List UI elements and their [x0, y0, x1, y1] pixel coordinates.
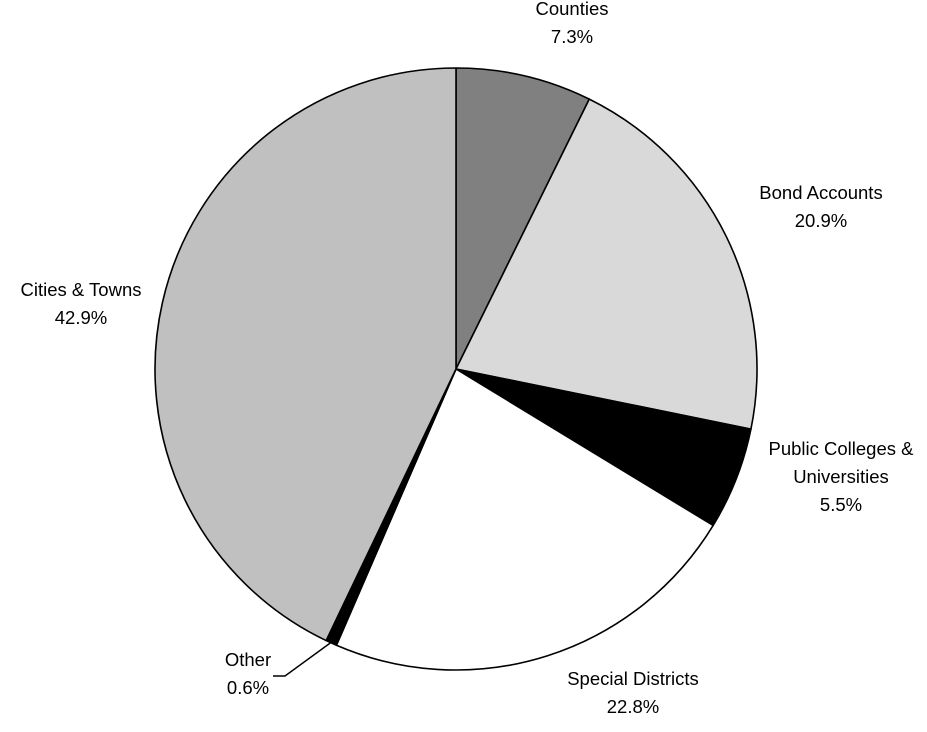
- slice-value-label: 42.9%: [55, 307, 107, 328]
- slice-name-label: Public Colleges &: [769, 438, 915, 459]
- slice-name-label: Other: [225, 649, 271, 670]
- slice-value-label: 0.6%: [227, 677, 269, 698]
- slice-name-label: Special Districts: [567, 668, 699, 689]
- pie-slice-cities-and-towns: [154, 67, 457, 642]
- slice-value-label: 22.8%: [607, 696, 659, 717]
- slice-label-other: Other 0.6%: [225, 649, 271, 698]
- other-leader-line: [273, 640, 334, 677]
- pie-slice-special-districts: [335, 368, 714, 671]
- slice-name-label: Bond Accounts: [759, 182, 882, 203]
- slice-value-label: 5.5%: [820, 494, 862, 515]
- slice-label-special-districts: Special Districts 22.8%: [567, 668, 699, 717]
- slice-label-counties: Counties 7.3%: [535, 0, 608, 47]
- slice-name-label: Counties: [535, 0, 608, 19]
- slice-value-label: 7.3%: [551, 26, 593, 47]
- pie-slice-counties: [455, 67, 591, 370]
- slice-labels: Counties 7.3% Bond Accounts 20.9% Public Col…: [21, 0, 915, 717]
- slice-label-bond-accounts: Bond Accounts 20.9%: [759, 182, 882, 231]
- pie-slice-bond-accounts: [455, 98, 758, 430]
- slice-value-label: 20.9%: [795, 210, 847, 231]
- slice-name-label: Cities & Towns: [21, 279, 142, 300]
- slice-label-cities-and-towns: Cities & Towns 42.9%: [21, 279, 142, 328]
- slice-name-label: Universities: [793, 466, 889, 487]
- pie-slices: [154, 67, 758, 671]
- slice-label-public-colleges-and-universities: Public Colleges & Universities 5.5%: [769, 438, 915, 515]
